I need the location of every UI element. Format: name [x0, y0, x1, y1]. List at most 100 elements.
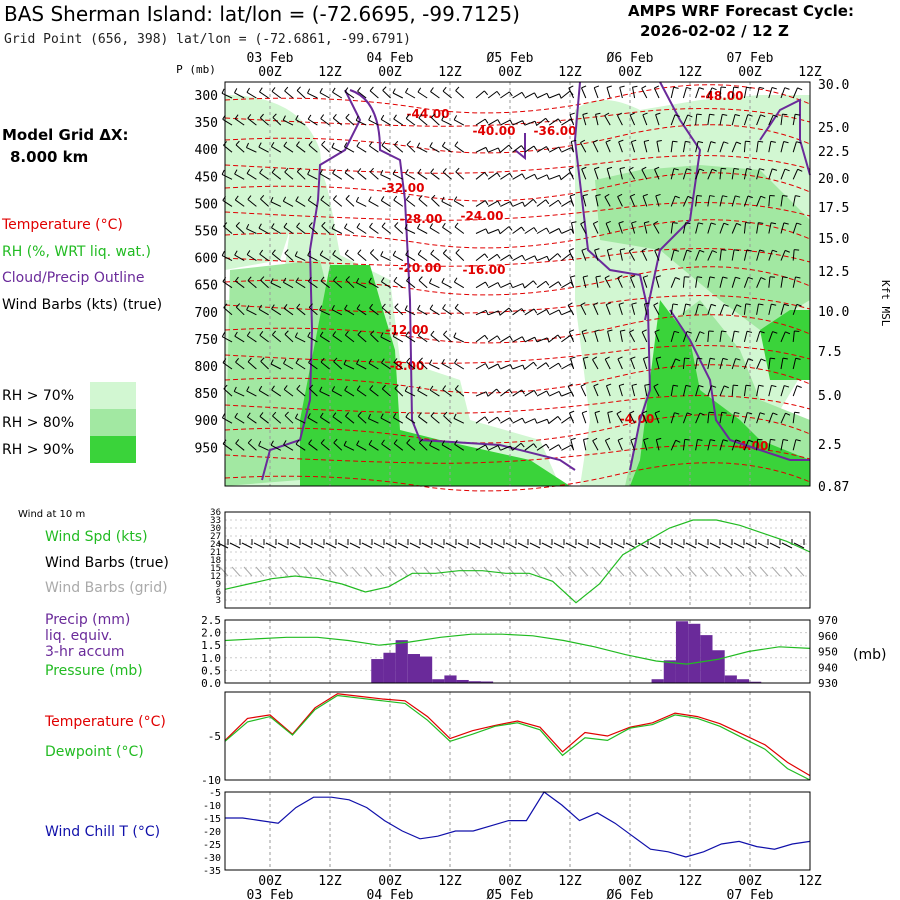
windchill-panel-frame: [224, 791, 811, 871]
windchill-y-tick: -5: [209, 788, 221, 799]
wind-barb: [670, 114, 680, 126]
wind-barb: [670, 222, 678, 234]
wind-barb: [536, 309, 550, 316]
wind-barb: [271, 249, 282, 261]
wind-barb: [356, 304, 367, 316]
wind-barb: [719, 357, 728, 370]
wind-barb: [641, 85, 648, 99]
wind-barb: [234, 88, 245, 99]
pressure-tick-label: 450: [195, 170, 218, 185]
wind-barb: [571, 221, 577, 234]
swatch-rh70: [90, 382, 136, 409]
wind-barb: [475, 444, 489, 451]
wind-barb: [780, 87, 790, 99]
wind-barb: [670, 384, 679, 397]
wind-barb: [567, 383, 575, 397]
grid-wind-barb: [411, 566, 421, 577]
wind-barb: [512, 91, 526, 99]
wind-barb: [344, 330, 355, 343]
wind-barb: [743, 140, 751, 153]
wind-barb: [756, 114, 766, 126]
bottom-date-label: Ø5 Feb: [487, 888, 534, 900]
wind-barb: [670, 168, 679, 180]
cloud-outline-small: [514, 133, 526, 161]
wind-barb: [344, 223, 355, 234]
wind-barb: [319, 169, 330, 180]
wind-barb: [235, 222, 245, 234]
wind-barb: [592, 356, 599, 370]
pressure-y-tick: 960: [818, 630, 838, 643]
wind-barb: [500, 389, 513, 397]
wind-barb: [630, 275, 636, 288]
true-wind-barb: [349, 542, 361, 549]
wind-barb: [381, 384, 391, 397]
wind-barb: [731, 304, 742, 316]
wind-barb: [512, 173, 526, 180]
wind-barb: [307, 88, 318, 99]
top-time-tick: 00Z: [378, 65, 402, 80]
wind-barb: [247, 357, 257, 370]
top-date-label: 04 Feb: [367, 51, 414, 66]
wind-barb: [695, 194, 702, 207]
wind-y-tick: 36: [210, 508, 221, 518]
wind-barb: [707, 250, 718, 261]
wind-barb: [682, 222, 691, 234]
precip-y-tick: 2.5: [201, 614, 221, 627]
wind-barb: [487, 90, 501, 99]
wind-barb: [405, 331, 416, 343]
isotherm-label: -28.00: [400, 212, 443, 226]
wind-barb: [695, 168, 705, 180]
wind-barb: [487, 200, 501, 207]
wind-barb: [792, 141, 802, 153]
bottom-time-tick: 12Z: [678, 874, 702, 889]
wind-barb: [743, 114, 753, 126]
wind-barb: [653, 221, 660, 234]
true-wind-barb: [613, 542, 625, 549]
wind-barb: [333, 438, 343, 451]
wind-barb: [295, 358, 306, 370]
wind-barb: [582, 356, 589, 370]
wind-barb: [320, 114, 330, 126]
wind-barb: [321, 221, 330, 234]
true-wind-barb: [517, 542, 529, 549]
rh90-region-left: [300, 265, 570, 486]
wind-barb: [296, 222, 306, 234]
wind-barb: [259, 168, 269, 180]
grid-wind-barb: [591, 566, 601, 577]
wind-barb: [368, 115, 379, 126]
precip-bar: [675, 621, 689, 683]
kft-axis-label: Kft MSL: [879, 280, 892, 327]
wind-barb: [246, 386, 257, 397]
wind-barb: [258, 440, 269, 451]
grid-wind-barb: [579, 566, 589, 577]
wind-barb: [500, 201, 513, 207]
legend-wind-barbs: Wind Barbs (kts) (true): [2, 297, 163, 313]
wind-barb: [453, 413, 465, 424]
grid-wind-barb: [687, 566, 697, 577]
wind-barb: [235, 357, 245, 370]
wind-barb: [616, 112, 623, 126]
wind-barb: [235, 303, 245, 316]
wind-barb: [296, 384, 306, 397]
wind-barb: [487, 416, 501, 424]
wind-barb: [549, 93, 562, 99]
wind-barb: [394, 222, 404, 234]
wind-barb: [355, 196, 367, 207]
wind-barb: [616, 410, 623, 424]
windchill-y-tick: -20: [203, 827, 221, 838]
wind-y-tick: 6: [216, 588, 221, 598]
wind-barb: [644, 302, 650, 315]
wind-barb: [234, 195, 245, 207]
wind-barb: [719, 385, 729, 397]
wind-barb: [695, 303, 704, 315]
wind-barb: [487, 445, 501, 451]
wind-barb: [743, 384, 751, 397]
wind-barb: [320, 357, 330, 370]
wind-barb: [731, 358, 741, 370]
wind-barb: [454, 358, 465, 370]
wind-barb: [430, 411, 440, 424]
grid-wind-barb: [243, 566, 253, 577]
wind-barb: [731, 86, 739, 99]
wind-barb: [792, 385, 802, 397]
wind-barb: [780, 303, 789, 315]
